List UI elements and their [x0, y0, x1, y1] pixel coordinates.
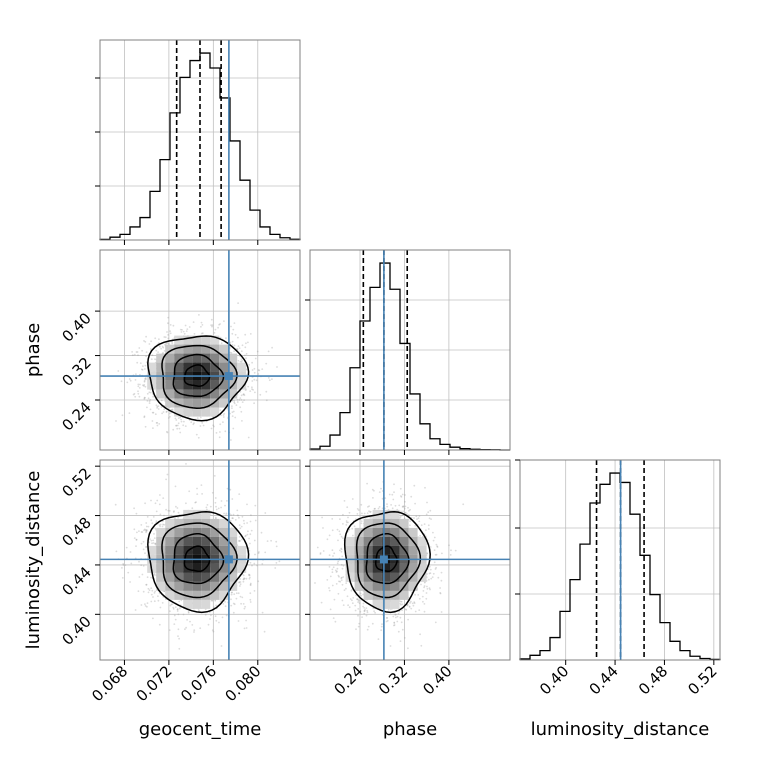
xlabel-phase: phase: [383, 719, 437, 740]
hist-panel-luminosity-distance: [519, 459, 721, 661]
ylabel-phase: phase: [23, 323, 44, 377]
panel-phase-vs-luminosity-distance: [309, 459, 511, 661]
xtick-label-geocent-time: 0.072: [133, 662, 176, 705]
panel-geocent-time-vs-phase: [99, 249, 301, 451]
xtick-label-luminosity-distance: 0.52: [684, 662, 720, 698]
ylabel-luminosity-distance: luminosity_distance: [23, 471, 44, 650]
hist-phase-content: [309, 250, 510, 451]
xtick-label-phase: 0.24: [330, 662, 366, 698]
truth-marker-geocent-time-vs-phase: [224, 372, 233, 381]
hist-panel-phase: [309, 249, 511, 451]
ytick-label-luminosity-distance: 0.40: [58, 612, 94, 648]
hist-panel-geocent-time: [99, 39, 301, 241]
xtick-label-geocent-time: 0.068: [88, 662, 131, 705]
xlabel-geocent-time: geocent_time: [139, 719, 262, 740]
xtick-label-luminosity-distance: 0.44: [586, 662, 622, 698]
scatter-geocent-time-vs-phase-content: [100, 250, 300, 450]
ytick-label-luminosity-distance: 0.52: [58, 464, 94, 500]
ytick-label-luminosity-distance: 0.44: [58, 563, 94, 599]
xtick-label-geocent-time: 0.076: [177, 662, 220, 705]
ytick-label-phase: 0.40: [58, 309, 94, 345]
ytick-label-luminosity-distance: 0.48: [58, 514, 94, 550]
scatter-phase-vs-luminosity-distance-content: [310, 460, 510, 660]
truth-marker-phase-vs-luminosity-distance: [379, 555, 388, 564]
xtick-label-geocent-time: 0.080: [222, 662, 265, 705]
xtick-label-luminosity-distance: 0.40: [536, 662, 572, 698]
xtick-label-phase: 0.40: [419, 662, 455, 698]
xtick-label-luminosity-distance: 0.48: [635, 662, 671, 698]
hist-phase-steps: [309, 262, 510, 451]
xlabel-luminosity-distance: luminosity_distance: [531, 719, 710, 740]
scatter-geocent-time-vs-luminosity-distance-content: [100, 460, 300, 660]
panel-geocent-time-vs-luminosity-distance: [99, 459, 301, 661]
ytick-label-phase: 0.24: [58, 398, 94, 434]
truth-marker-geocent-time-vs-luminosity-distance: [224, 555, 233, 564]
ytick-label-phase: 0.32: [58, 354, 94, 390]
xtick-label-phase: 0.32: [375, 662, 411, 698]
hist-geocent-time-content: [99, 40, 301, 241]
